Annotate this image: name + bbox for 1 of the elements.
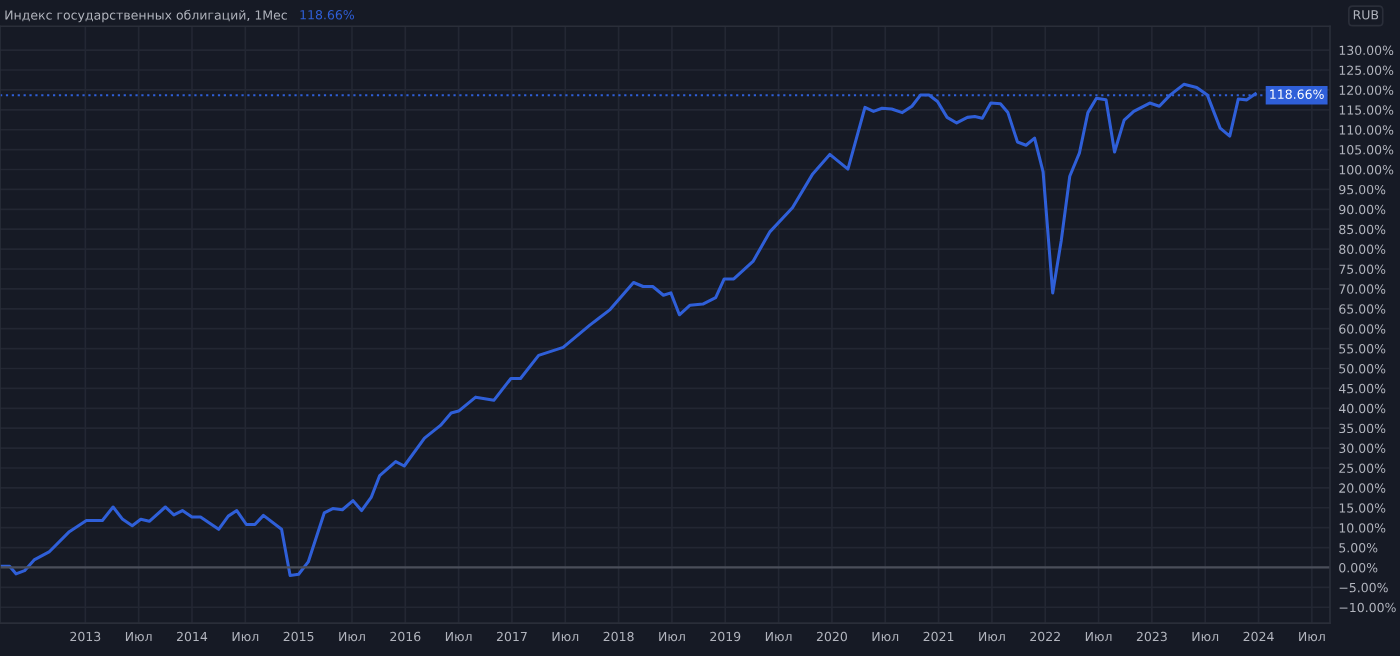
line-series [0, 82, 1257, 577]
